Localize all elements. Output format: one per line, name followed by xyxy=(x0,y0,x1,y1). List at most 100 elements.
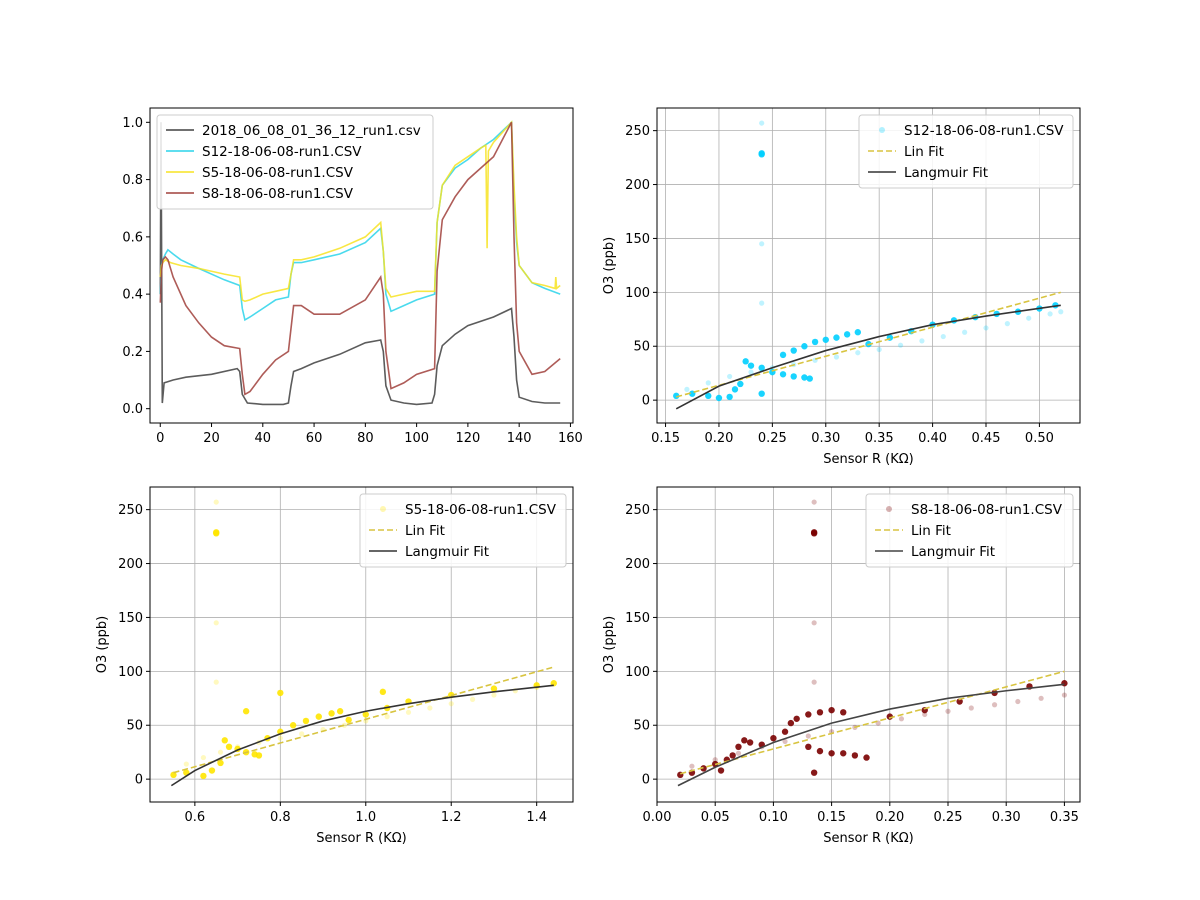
axes-frame xyxy=(149,486,574,803)
y-tick-label: 0.8 xyxy=(122,173,143,188)
lin-fit-line xyxy=(173,666,554,774)
langmuir-fit-line xyxy=(170,684,554,787)
scatter-point xyxy=(490,685,498,692)
x-tick-label: 0.00 xyxy=(643,810,672,825)
scatter-point xyxy=(922,711,928,718)
chart-panel-3: 0.6 0.8 1.0 1.2 1.4 0 50 100 150 200 250 Sensor R (… xyxy=(95,486,574,846)
lin-fit-line xyxy=(680,670,1065,775)
x-axis-label: Sensor R (KΩ) xyxy=(823,831,913,846)
x-tick-label: 0.30 xyxy=(992,810,1021,825)
series-line xyxy=(159,121,561,396)
x-tick-label: 0.25 xyxy=(934,810,963,825)
scatter-point xyxy=(225,743,233,751)
scatter-point xyxy=(255,752,263,759)
scatter-point xyxy=(805,711,812,718)
x-tick-label: 0 xyxy=(156,431,164,446)
scatter-point xyxy=(712,757,718,763)
y-tick-label: 200 xyxy=(625,557,650,572)
chart-panel-2: 0.15 0.20 0.25 0.30 0.35 0.40 0.45 0.50 0 50 100 15… xyxy=(602,107,1081,467)
scatter-point xyxy=(341,722,348,728)
series-line xyxy=(159,120,561,303)
plot-area xyxy=(677,499,1068,787)
x-tick-label: 0.8 xyxy=(270,810,291,825)
scatter-point xyxy=(811,338,819,346)
scatter-point xyxy=(491,692,497,698)
legend-label: Langmuir Fit xyxy=(904,165,988,181)
y-tick-label: 100 xyxy=(625,286,650,301)
scatter-point xyxy=(759,241,765,247)
scatter-point xyxy=(956,698,963,705)
axes-frame xyxy=(656,486,1081,803)
scatter-point xyxy=(277,689,284,697)
scatter-point xyxy=(781,728,789,735)
y-tick-label: 0.4 xyxy=(122,288,143,303)
scatter-point xyxy=(1026,315,1032,321)
scatter-point xyxy=(242,708,250,715)
scatter-point xyxy=(758,390,765,397)
x-tick-label: 0.20 xyxy=(875,810,904,825)
scatter-point xyxy=(897,342,904,348)
scatter-point xyxy=(770,734,777,742)
x-tick-label: 160 xyxy=(558,431,583,446)
scatter-point xyxy=(405,709,412,715)
scatter-point xyxy=(1004,321,1010,327)
legend: S8-18-06-08-run1.CSV Lin Fit Langmuir Fit xyxy=(865,493,1074,568)
scatter-point xyxy=(843,331,851,338)
scatter-point xyxy=(782,738,788,745)
scatter-point xyxy=(336,708,344,715)
scatter-point xyxy=(787,719,795,727)
y-tick-label: 200 xyxy=(625,178,650,193)
y-tick-label: 250 xyxy=(625,124,650,139)
scatter-point xyxy=(833,334,840,341)
y-tick-label: 250 xyxy=(118,503,143,518)
y-tick-label: 250 xyxy=(625,503,650,518)
scatter-point xyxy=(427,705,433,711)
x-tick-label: 0.25 xyxy=(758,431,787,446)
scatter-point xyxy=(715,394,723,402)
langmuir-fit-line xyxy=(677,683,1065,787)
scatter-point xyxy=(1038,695,1044,701)
scatter-point xyxy=(689,763,695,769)
y-tick-label: 150 xyxy=(625,611,650,626)
scatter-point xyxy=(840,750,847,757)
y-tick-label: 0 xyxy=(642,394,650,409)
legend-label: Lin Fit xyxy=(904,144,944,160)
scatter-point xyxy=(684,386,690,392)
scatter-point xyxy=(315,713,322,720)
scatter-point xyxy=(851,752,859,759)
legend: 2018_06_08_01_36_12_run1.csv S12-18-06-08… xyxy=(156,114,434,210)
legend-marker xyxy=(886,506,892,512)
scatter-point xyxy=(200,754,207,761)
scatter-point xyxy=(876,346,882,353)
scatter-point xyxy=(1047,311,1053,317)
scatter-point xyxy=(816,709,824,716)
scatter-point xyxy=(833,354,840,360)
scatter-point xyxy=(805,733,811,739)
legend-label: Langmuir Fit xyxy=(911,544,995,560)
legend-marker xyxy=(879,127,885,133)
scatter-point xyxy=(742,358,749,365)
y-tick-label: 150 xyxy=(118,611,143,626)
legend-label: 2018_06_08_01_36_12_run1.csv xyxy=(202,123,421,139)
scatter-point xyxy=(962,329,968,335)
x-tick-label: 20 xyxy=(203,431,220,446)
x-tick-label: 100 xyxy=(404,431,429,446)
scatter-point xyxy=(448,701,454,707)
legend-box xyxy=(858,114,1074,189)
x-tick-label: 0.35 xyxy=(1050,810,1079,825)
scatter-point xyxy=(277,735,283,741)
x-tick-label: 0.35 xyxy=(865,431,894,446)
scatter-point xyxy=(855,350,861,356)
scatter-point xyxy=(727,373,733,380)
legend-label: S12-18-06-08-run1.CSV xyxy=(904,123,1064,139)
legend: S12-18-06-08-run1.CSV Lin Fit Langmuir Fit xyxy=(858,114,1074,189)
scatter-point xyxy=(748,369,754,375)
x-axis-label: Sensor R (KΩ) xyxy=(316,831,406,846)
y-tick-label: 100 xyxy=(118,665,143,680)
legend-marker xyxy=(380,506,386,512)
scatter-point xyxy=(1015,698,1021,705)
scatter-point xyxy=(737,380,744,388)
scatter-point xyxy=(735,750,742,756)
x-tick-label: 120 xyxy=(455,431,480,446)
